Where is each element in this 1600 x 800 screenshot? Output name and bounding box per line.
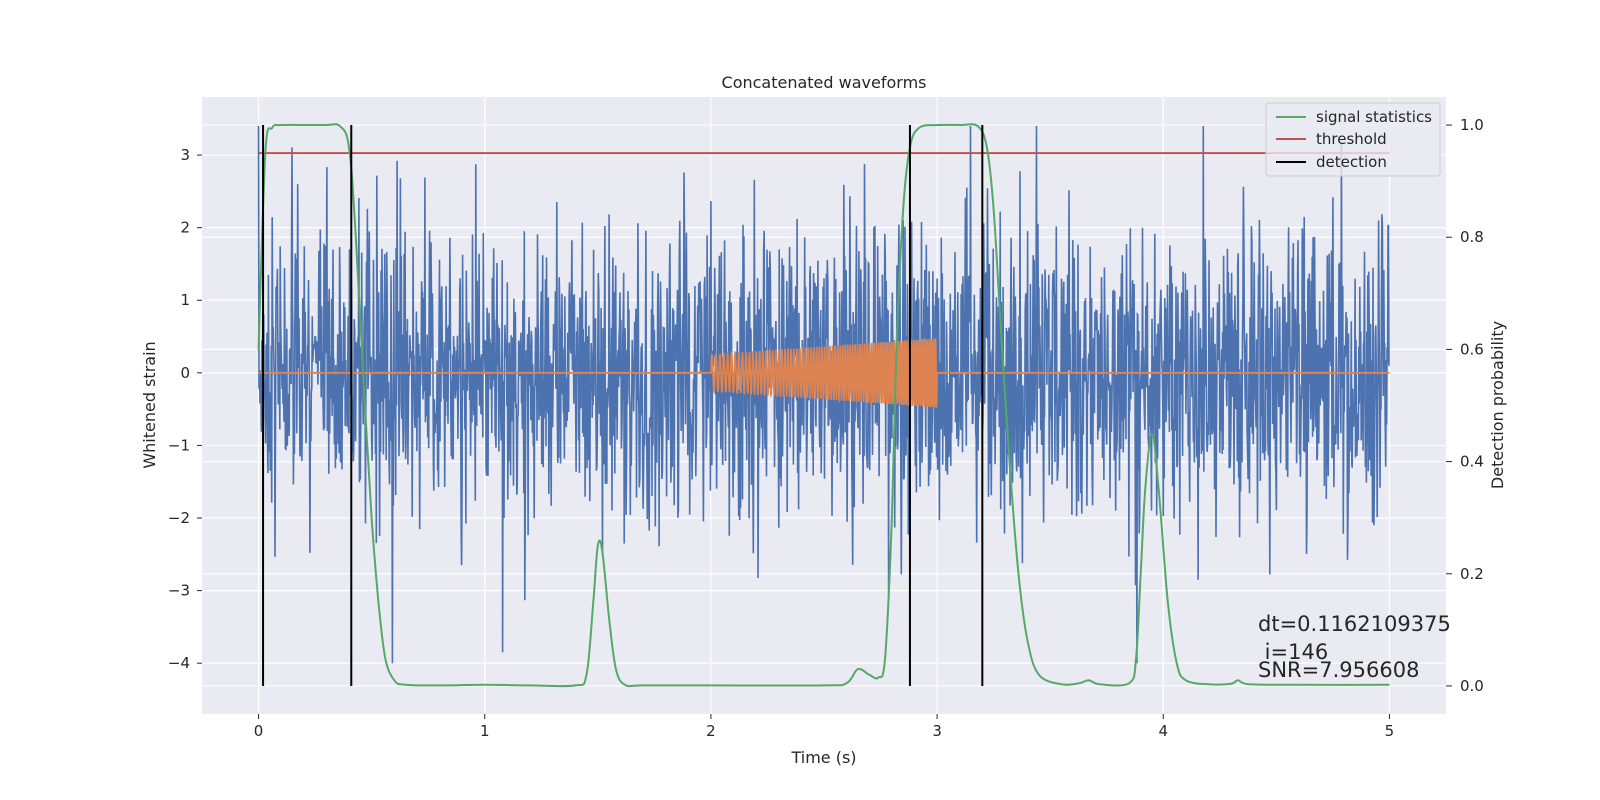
y2-axis-label: Detection probability [1488, 321, 1507, 489]
y2-tick-label: 0.4 [1460, 453, 1484, 471]
legend: signal statistics threshold detection [1265, 102, 1441, 177]
x-tick-label: 4 [1158, 722, 1168, 740]
y-tick-label: −3 [168, 582, 190, 600]
y-axis-label: Whitened strain [140, 341, 159, 468]
y2-tick-label: 0.6 [1460, 340, 1484, 358]
y-tick-label: 3 [180, 146, 190, 164]
y-tick-label: 1 [180, 291, 190, 309]
y2-tick-label: 0.0 [1460, 677, 1484, 695]
y2-tick-label: 1.0 [1460, 116, 1484, 134]
x-tick-label: 5 [1385, 722, 1395, 740]
y-tick-label: −4 [168, 654, 190, 672]
chart-title: Concatenated waveforms [722, 73, 927, 92]
x-axis-label: Time (s) [790, 748, 856, 767]
x-tick-label: 0 [254, 722, 264, 740]
y-tick-label: −2 [168, 509, 190, 527]
annotation: dt=0.1162109375 i=146 SNR=7.956608 [1258, 612, 1451, 682]
legend-frame [1265, 102, 1441, 177]
y2-tick-label: 0.2 [1460, 565, 1484, 583]
annotation-index: i=146 [1258, 640, 1328, 664]
axis-ticks: 0 1 2 3 4 5 3 2 1 0 −1 −2 −3 −4 1.0 0.8 0.6 0.4 0.2 0.0 [168, 116, 1484, 740]
legend-detection-label: detection [1316, 153, 1387, 171]
x-tick-label: 2 [706, 722, 716, 740]
y-tick-label: −1 [168, 436, 190, 454]
waveform-chirp-line [710, 337, 938, 408]
x-tick-label: 3 [932, 722, 942, 740]
signal-statistics-line [257, 123, 1390, 688]
legend-signal-label: signal statistics [1316, 108, 1432, 126]
plot-area [257, 123, 1390, 688]
legend-threshold-label: threshold [1316, 130, 1387, 148]
y-tick-label: 2 [180, 219, 190, 237]
y-tick-label: 0 [180, 364, 190, 382]
annotation-snr: SNR=7.956608 [1258, 658, 1419, 682]
annotation-dt: dt=0.1162109375 [1258, 612, 1451, 636]
strain-series-line [257, 125, 1390, 664]
y2-tick-label: 0.8 [1460, 228, 1484, 246]
x-tick-label: 1 [480, 722, 490, 740]
